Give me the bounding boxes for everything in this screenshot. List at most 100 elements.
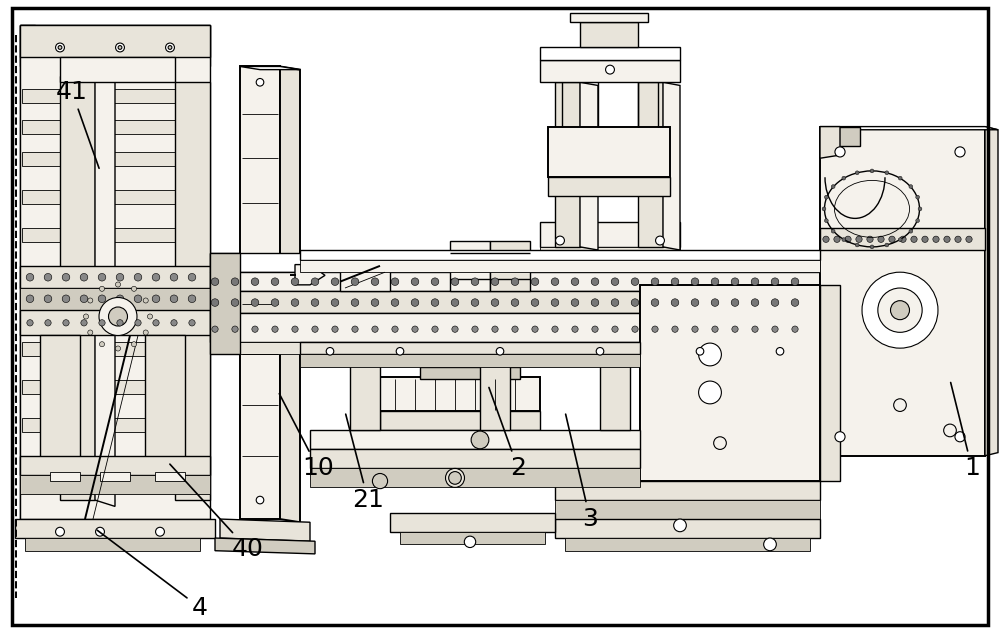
Polygon shape <box>820 285 840 481</box>
Circle shape <box>491 299 499 306</box>
Circle shape <box>332 326 338 332</box>
Polygon shape <box>490 241 530 291</box>
Circle shape <box>431 299 439 306</box>
Polygon shape <box>570 13 648 22</box>
Circle shape <box>88 330 93 335</box>
Circle shape <box>371 278 379 285</box>
Polygon shape <box>820 127 985 456</box>
Circle shape <box>834 236 840 242</box>
Circle shape <box>771 278 779 285</box>
Circle shape <box>152 273 160 281</box>
Polygon shape <box>820 127 998 130</box>
Circle shape <box>612 326 618 332</box>
Circle shape <box>824 219 828 223</box>
Circle shape <box>511 278 519 285</box>
Circle shape <box>731 278 739 285</box>
Circle shape <box>696 348 704 355</box>
Circle shape <box>168 46 172 49</box>
Circle shape <box>870 245 874 249</box>
Circle shape <box>412 326 418 332</box>
Circle shape <box>170 273 178 281</box>
Circle shape <box>80 273 88 281</box>
Circle shape <box>99 298 137 335</box>
Polygon shape <box>155 472 185 481</box>
Circle shape <box>372 473 388 489</box>
Polygon shape <box>540 247 680 260</box>
Polygon shape <box>820 228 985 250</box>
Circle shape <box>116 43 124 52</box>
Circle shape <box>271 278 279 285</box>
Polygon shape <box>20 288 210 310</box>
Text: 40: 40 <box>170 464 264 561</box>
Circle shape <box>256 496 264 504</box>
Circle shape <box>471 431 489 449</box>
Text: 41: 41 <box>56 80 99 168</box>
Circle shape <box>99 286 105 291</box>
Circle shape <box>156 527 164 536</box>
Circle shape <box>171 320 177 326</box>
Circle shape <box>611 278 619 285</box>
Circle shape <box>842 176 846 180</box>
Circle shape <box>551 299 559 306</box>
Polygon shape <box>300 250 820 260</box>
Circle shape <box>889 236 895 242</box>
Circle shape <box>62 273 70 281</box>
Circle shape <box>891 301 909 320</box>
Circle shape <box>134 273 142 281</box>
Circle shape <box>44 295 52 303</box>
Circle shape <box>109 307 127 326</box>
Circle shape <box>326 348 334 355</box>
Polygon shape <box>22 190 208 204</box>
Circle shape <box>292 326 298 332</box>
Polygon shape <box>310 468 640 487</box>
Polygon shape <box>300 260 820 272</box>
Circle shape <box>911 236 917 242</box>
Polygon shape <box>555 519 820 538</box>
Circle shape <box>572 326 578 332</box>
Polygon shape <box>22 380 208 394</box>
Polygon shape <box>820 127 860 146</box>
Circle shape <box>472 326 478 332</box>
Circle shape <box>96 527 104 536</box>
Polygon shape <box>22 228 208 242</box>
Text: 3: 3 <box>566 414 598 531</box>
Circle shape <box>115 282 121 287</box>
Polygon shape <box>20 456 210 475</box>
Circle shape <box>823 236 829 242</box>
Circle shape <box>256 78 264 86</box>
Circle shape <box>898 238 902 242</box>
Polygon shape <box>340 263 390 291</box>
Polygon shape <box>22 152 208 166</box>
Polygon shape <box>540 47 680 60</box>
Polygon shape <box>663 82 680 250</box>
Polygon shape <box>820 127 840 158</box>
Circle shape <box>651 299 659 306</box>
Polygon shape <box>22 342 208 356</box>
Circle shape <box>933 236 939 242</box>
Circle shape <box>571 299 579 306</box>
Circle shape <box>117 320 123 326</box>
Circle shape <box>556 236 564 245</box>
Circle shape <box>955 236 961 242</box>
Circle shape <box>134 295 142 303</box>
Circle shape <box>391 299 399 306</box>
Circle shape <box>411 299 419 306</box>
Circle shape <box>909 229 913 233</box>
Polygon shape <box>548 177 670 196</box>
Circle shape <box>143 330 148 335</box>
Circle shape <box>98 295 106 303</box>
Circle shape <box>88 298 93 303</box>
Circle shape <box>492 326 498 332</box>
Circle shape <box>56 43 64 52</box>
Circle shape <box>232 326 238 332</box>
Circle shape <box>271 299 279 306</box>
Circle shape <box>776 348 784 355</box>
Circle shape <box>611 299 619 306</box>
Circle shape <box>143 298 148 303</box>
Polygon shape <box>240 66 280 519</box>
Circle shape <box>291 299 299 306</box>
Circle shape <box>606 65 614 74</box>
Circle shape <box>711 278 719 285</box>
Polygon shape <box>22 456 208 470</box>
Circle shape <box>166 43 174 52</box>
